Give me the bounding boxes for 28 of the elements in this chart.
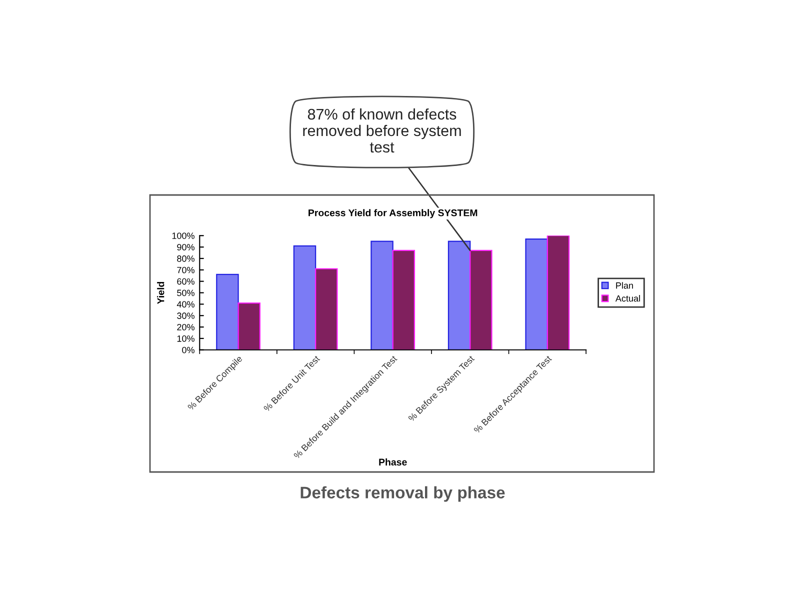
chart-title: Process Yield for Assembly SYSTEM xyxy=(308,209,478,218)
bar xyxy=(470,250,492,350)
legend-label: Actual xyxy=(615,295,640,302)
y-tick-label: 0% xyxy=(182,346,194,354)
y-tick-label: 70% xyxy=(177,266,194,274)
y-tick-label: 60% xyxy=(177,278,194,285)
y-tick-label: 40% xyxy=(176,301,194,308)
annotation: 87% of known defects removed before system test xyxy=(303,108,461,153)
bar xyxy=(448,240,471,350)
bar xyxy=(370,240,394,350)
bar xyxy=(392,250,416,350)
x-axis-title: Phase xyxy=(379,458,407,466)
bar xyxy=(238,302,260,350)
bar xyxy=(546,236,570,350)
text: Defects removal by phase xyxy=(300,486,505,502)
y-tick-label: 10% xyxy=(177,335,194,342)
y-tick-label: 80% xyxy=(177,255,194,262)
bar xyxy=(315,268,338,350)
bar xyxy=(293,245,316,350)
y-tick-label: 90% xyxy=(177,244,194,250)
legend-label: Plan xyxy=(616,282,633,289)
y-tick-label: 100% xyxy=(172,232,194,239)
y-tick-label: 20% xyxy=(177,324,194,330)
bar xyxy=(525,238,548,350)
bar xyxy=(216,274,239,350)
y-axis-title: Yield xyxy=(157,282,164,304)
y-tick-label: 50% xyxy=(177,290,194,296)
y-tick-label: 30% xyxy=(177,312,194,319)
